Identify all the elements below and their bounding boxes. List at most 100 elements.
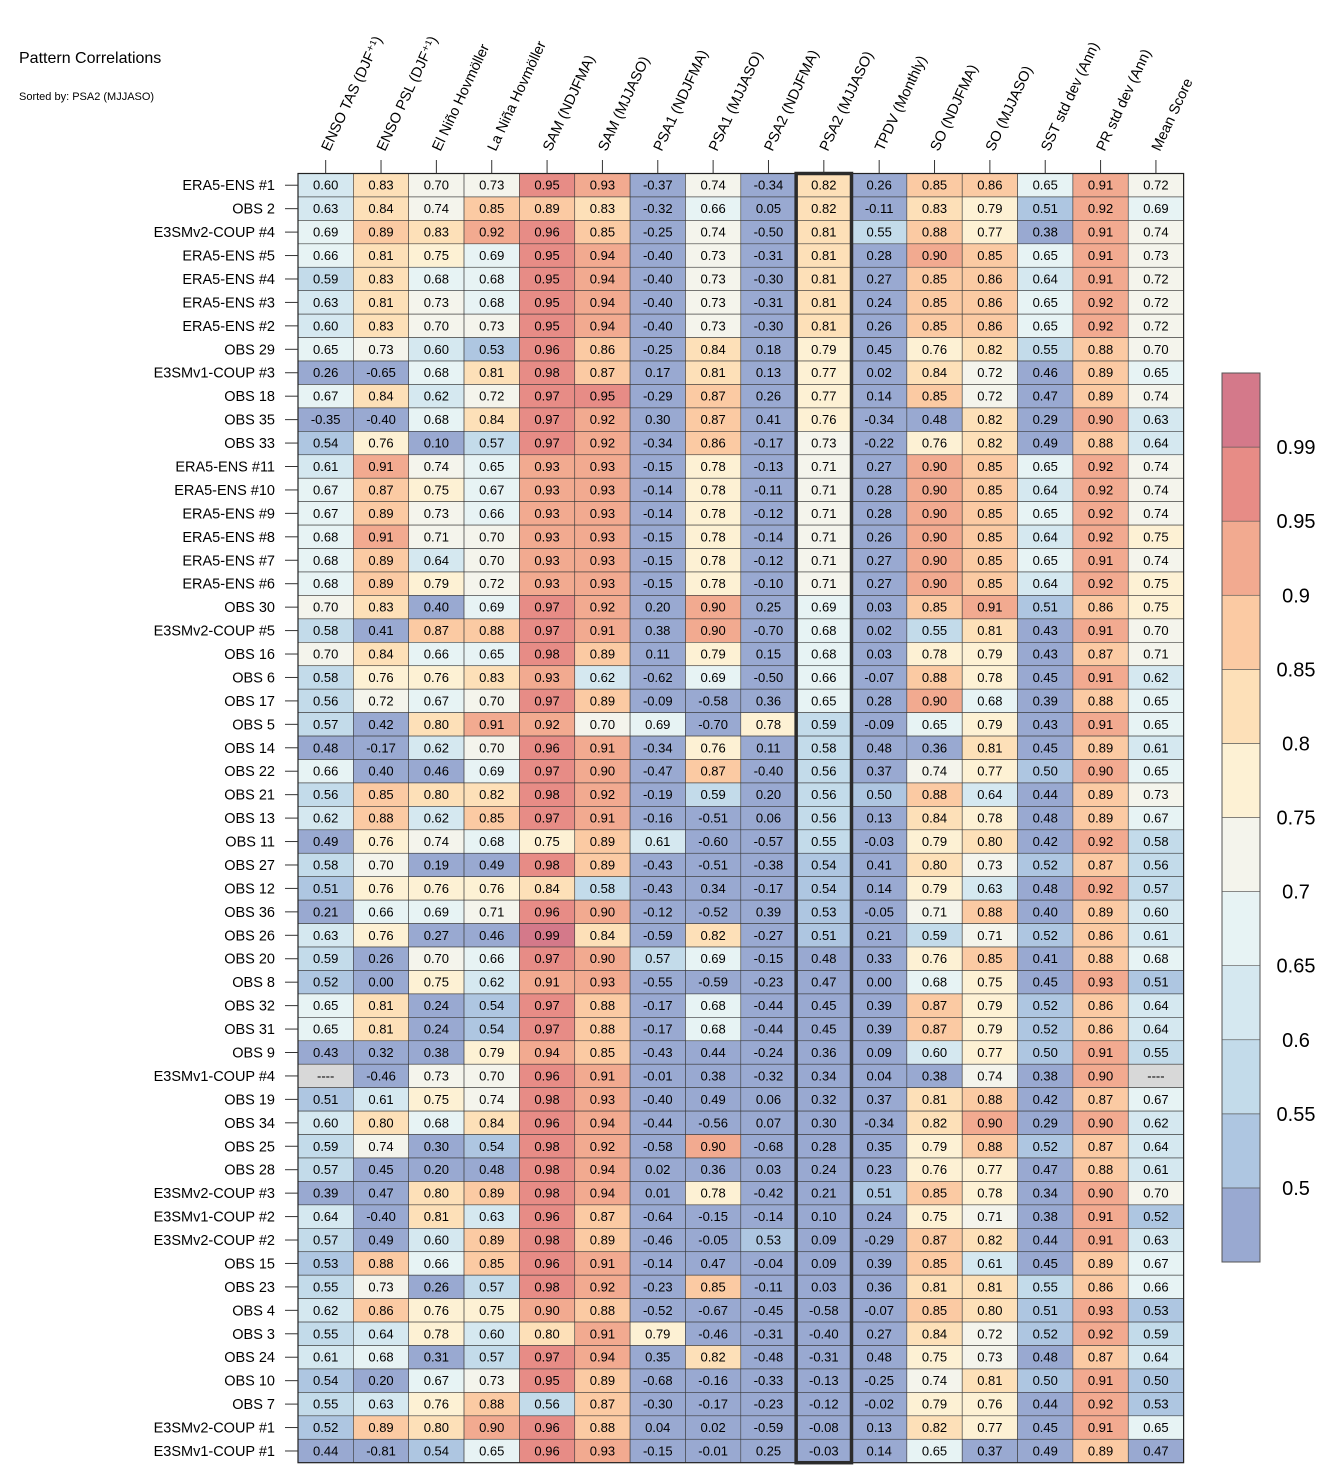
cell-value-label: 0.89 [590, 1373, 615, 1388]
cell-value-label: 0.65 [922, 717, 947, 732]
cell-value-label: 0.91 [1088, 1233, 1113, 1248]
cell-value-label: 0.90 [922, 506, 947, 521]
cell-value-label: 0.96 [534, 1209, 559, 1224]
cell-value-label: 0.49 [313, 834, 338, 849]
cell-value-label: 0.74 [922, 1373, 947, 1388]
row-label: OBS 2 [232, 202, 275, 218]
cell-value-label: -0.31 [754, 248, 784, 263]
cell-value-label: -0.70 [754, 623, 784, 638]
cell-value-label: 0.85 [977, 482, 1002, 497]
cell-value-label: 0.56 [313, 693, 338, 708]
cell-value-label: 0.48 [867, 740, 892, 755]
cell-value-label: 0.91 [1088, 1420, 1113, 1435]
row-label: ERA5-ENS #3 [182, 295, 275, 311]
row-label: OBS 22 [224, 764, 275, 780]
cell-value-label: 0.53 [1143, 1303, 1168, 1318]
cell-value-label: 0.81 [368, 295, 393, 310]
cell-value-label: 0.76 [700, 740, 725, 755]
cell-value-label: 0.46 [1033, 365, 1058, 380]
cell-value-label: 0.59 [313, 271, 338, 286]
cell-value-label: 0.41 [756, 412, 781, 427]
cell-value-label: 0.77 [977, 1162, 1002, 1177]
cell-value-label: 0.97 [534, 436, 559, 451]
row-label: OBS 24 [224, 1350, 275, 1366]
cell-value-label: 0.89 [1088, 1256, 1113, 1271]
cell-value-label: -0.81 [366, 1443, 396, 1458]
cell-value-label: 0.53 [811, 904, 836, 919]
cell-value-label: 0.84 [368, 201, 393, 216]
cell-value-label: -0.52 [698, 904, 728, 919]
cell-value-label: 0.93 [534, 529, 559, 544]
cell-value-label: 0.89 [1088, 811, 1113, 826]
colorbar-tick-label: 0.8 [1282, 733, 1310, 755]
cell-value-label: 0.28 [867, 506, 892, 521]
cell-value-label: 0.89 [1088, 787, 1113, 802]
cell-value-label: 0.90 [922, 553, 947, 568]
cell-value-label: 0.65 [1143, 764, 1168, 779]
cell-value-label: 0.56 [811, 811, 836, 826]
cell-value-label: 0.92 [590, 1279, 615, 1294]
cell-value-label: 0.85 [479, 1256, 504, 1271]
cell-value-label: 0.70 [368, 857, 393, 872]
cell-value-label: 0.93 [590, 553, 615, 568]
cell-value-label: 0.92 [1088, 459, 1113, 474]
column-label: SO (NDJFMA) [928, 62, 982, 153]
cell-value-label: 0.98 [534, 647, 559, 662]
cell-value-label: 0.98 [534, 1233, 559, 1248]
cell-value-label: 0.88 [1088, 342, 1113, 357]
cell-value-label: 0.55 [313, 1326, 338, 1341]
cell-value-label: 0.68 [313, 529, 338, 544]
cell-value-label: 0.75 [1143, 576, 1168, 591]
cell-value-label: 0.84 [479, 1115, 504, 1130]
cell-value-label: 0.92 [479, 225, 504, 240]
cell-value-label: 0.45 [1033, 740, 1058, 755]
cell-value-label: 0.58 [313, 857, 338, 872]
row-label: OBS 14 [224, 741, 275, 757]
cell-value-label: 0.63 [313, 928, 338, 943]
cell-value-label: 0.90 [479, 1420, 504, 1435]
cell-value-label: 0.76 [368, 834, 393, 849]
cell-value-label: 0.88 [922, 787, 947, 802]
cell-value-label: 0.87 [1088, 647, 1113, 662]
cell-value-label: 0.89 [590, 647, 615, 662]
cell-value-label: 0.78 [700, 1186, 725, 1201]
cell-value-label: 0.92 [1088, 482, 1113, 497]
cell-value-label: 0.41 [867, 857, 892, 872]
cell-value-label: 0.65 [1143, 717, 1168, 732]
cell-value-label: 0.96 [534, 740, 559, 755]
cell-value-label: 0.89 [479, 1186, 504, 1201]
cell-value-label: 0.92 [1088, 529, 1113, 544]
cell-value-label: 0.54 [811, 857, 836, 872]
cell-value-label: -0.68 [754, 1139, 784, 1154]
row-label: OBS 15 [224, 1256, 275, 1272]
cell-value-label: 0.84 [534, 881, 559, 896]
row-label: ERA5-ENS #6 [182, 577, 275, 593]
cell-value-label: 0.11 [646, 647, 670, 662]
cell-value-label: 0.90 [1088, 412, 1113, 427]
cell-value-label: -0.31 [754, 1326, 784, 1341]
cell-value-label: 0.86 [1088, 928, 1113, 943]
cell-value-label: 0.93 [590, 1092, 615, 1107]
cell-value-label: 0.65 [1143, 1420, 1168, 1435]
column-label: PSA2 (MJJASO) [817, 49, 877, 154]
cell-value-label: 0.64 [1143, 998, 1168, 1013]
cell-value-label: 0.85 [368, 787, 393, 802]
cell-value-label: 0.88 [479, 1397, 504, 1412]
cell-value-label: 0.61 [313, 459, 338, 474]
cell-value-label: 0.39 [867, 1022, 892, 1037]
cell-value-label: 0.66 [313, 248, 338, 263]
cell-value-label: 0.91 [977, 600, 1002, 615]
cell-value-label: 0.95 [534, 178, 559, 193]
cell-value-label: -0.43 [643, 1045, 673, 1060]
row-label: OBS 35 [224, 413, 275, 429]
cell-value-label: 0.69 [424, 904, 449, 919]
cell-value-label: 0.92 [1088, 201, 1113, 216]
cell-value-label: 0.61 [645, 834, 670, 849]
cell-value-label: 0.93 [534, 553, 559, 568]
cell-value-label: 0.92 [1088, 506, 1113, 521]
cell-value-label: -0.27 [754, 928, 784, 943]
row-label: OBS 33 [224, 436, 275, 452]
cell-value-label: 0.20 [424, 1162, 449, 1177]
cell-value-label: 0.37 [867, 764, 892, 779]
cell-value-label: 0.72 [977, 389, 1002, 404]
